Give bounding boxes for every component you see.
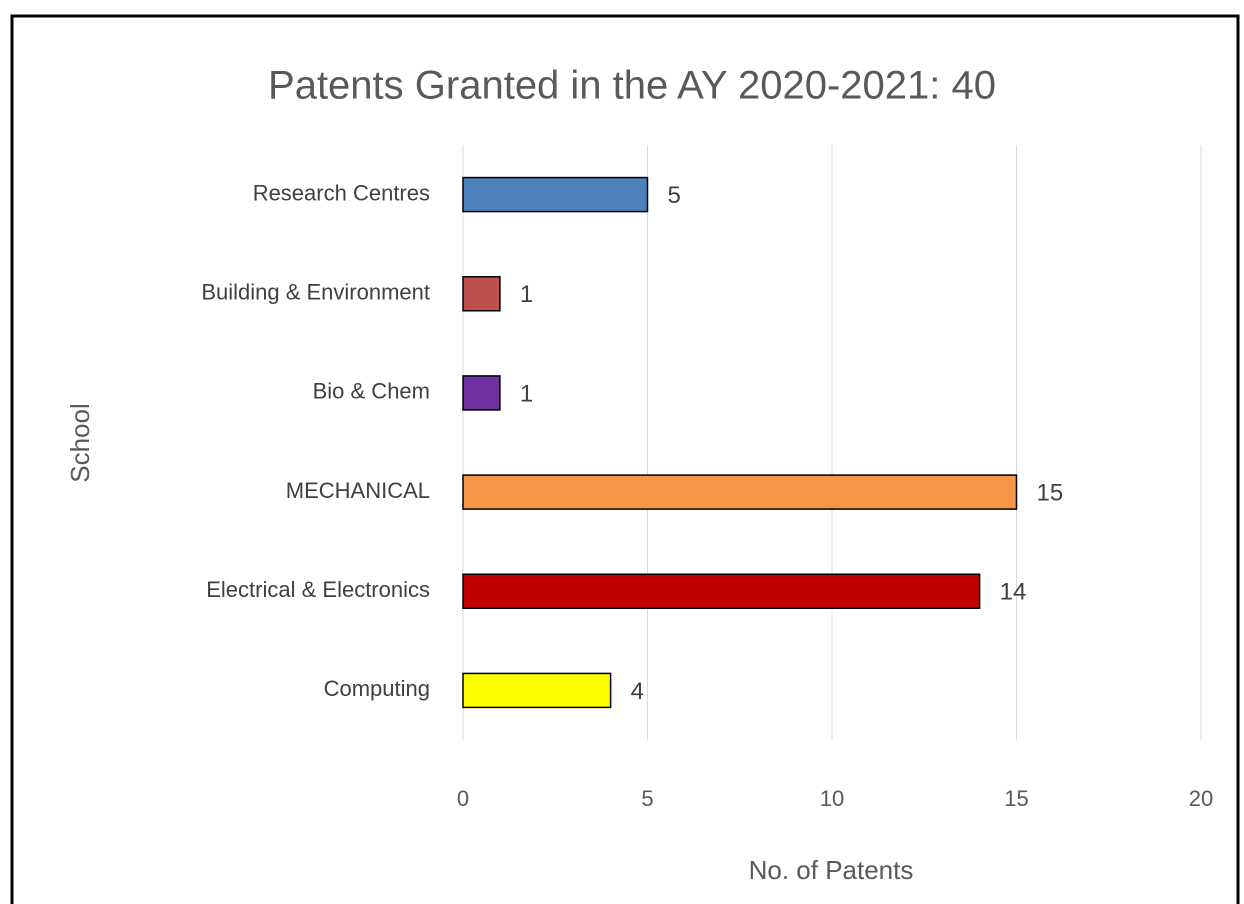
- x-tick-label: 20: [1189, 786, 1213, 811]
- x-axis-label: No. of Patents: [749, 855, 914, 885]
- y-tick-label: Building & Environment: [201, 280, 430, 305]
- y-tick-label: Electrical & Electronics: [206, 577, 430, 602]
- bar: [462, 276, 501, 312]
- chart-border: [10, 14, 1240, 904]
- x-tick-label: 10: [820, 786, 844, 811]
- y-tick-label: Research Centres: [253, 180, 430, 205]
- bar: [462, 672, 612, 709]
- x-tick-label: 0: [457, 786, 469, 811]
- y-axis-label: School: [65, 403, 95, 483]
- data-label: 5: [668, 182, 681, 209]
- y-tick-label: Bio & Chem: [313, 379, 430, 404]
- x-tick-label: 15: [1004, 786, 1028, 811]
- bar: [462, 176, 649, 213]
- data-label: 1: [520, 281, 533, 308]
- chart-title: Patents Granted in the AY 2020-2021: 40: [268, 64, 996, 108]
- data-label: 1: [520, 380, 533, 407]
- bar: [462, 573, 981, 609]
- x-tick-label: 5: [641, 786, 653, 811]
- data-label: 14: [1000, 579, 1027, 606]
- y-tick-label: Computing: [324, 676, 430, 701]
- bar: [462, 375, 501, 411]
- data-label: 4: [631, 678, 644, 705]
- bar: [462, 474, 1018, 510]
- y-tick-label: MECHANICAL: [286, 478, 430, 503]
- data-label: 15: [1037, 479, 1064, 506]
